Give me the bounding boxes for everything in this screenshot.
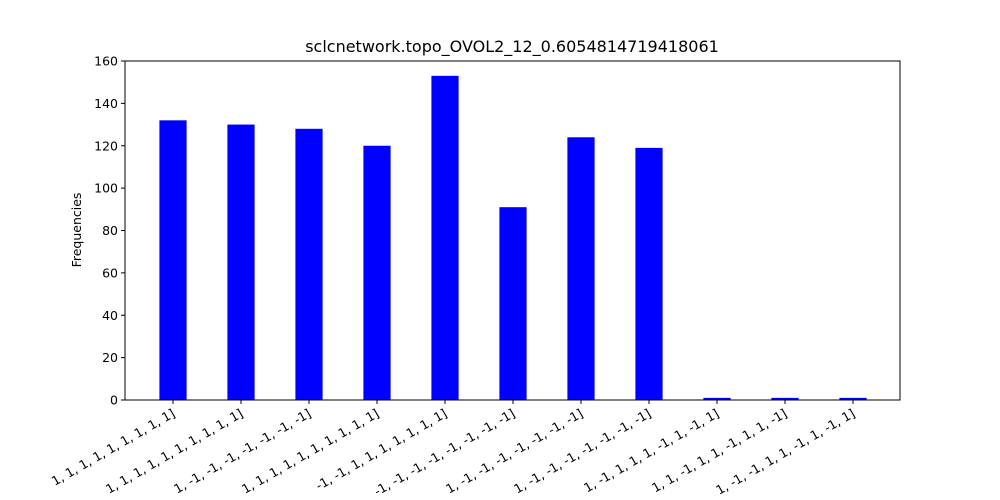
bar [703,397,731,400]
y-tick-label: 0 [110,393,118,408]
y-tick-label: 140 [94,96,118,111]
bar [295,128,323,401]
bar [771,397,799,400]
y-tick-label: 60 [102,265,118,280]
y-tick-label: 100 [94,181,118,196]
x-tick-label: 1, 1, 1, 1, 1, 1, 1, 1, 1] [49,406,178,489]
chart-title: sclcnetwork.topo_OVOL2_12_0.605481471941… [305,37,719,57]
y-tick-label: 120 [94,138,118,153]
bar [363,145,391,400]
y-tick-label: 160 [94,54,118,69]
plot-frame [124,60,901,401]
bar [431,75,459,401]
bar [567,137,595,400]
bar [635,147,663,400]
y-tick-label: 80 [102,223,118,238]
bar [499,207,527,400]
bar [839,397,867,400]
y-axis-label: Frequencies [69,193,84,268]
y-tick-label: 40 [102,308,118,323]
bar [227,124,255,400]
bar [159,120,187,400]
y-tick-label: 20 [102,350,118,365]
